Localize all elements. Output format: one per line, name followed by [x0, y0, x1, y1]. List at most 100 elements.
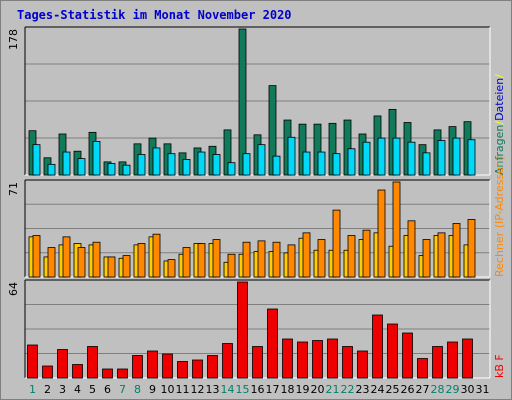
top-bar-dateien-day-18 [287, 136, 296, 176]
bottom-bar-kb-f-day-4 [72, 364, 83, 379]
top-bar-dateien-day-10 [167, 153, 176, 176]
day-label-1: 1 [29, 383, 36, 396]
middle-bar-ip-adressen-day-16 [257, 240, 266, 278]
day-label-23: 23 [356, 383, 370, 396]
middle-max-label: 71 [7, 182, 20, 196]
top-bar-dateien-day-3 [62, 151, 71, 176]
bottom-bar-kb-f-day-11 [177, 361, 188, 379]
day-label-8: 8 [134, 383, 141, 396]
day-label-14: 14 [221, 383, 235, 396]
middle-bar-ip-adressen-day-4 [77, 247, 86, 278]
top-bar-dateien-day-9 [152, 147, 161, 176]
day-label-21: 21 [326, 383, 340, 396]
day-label-9: 9 [149, 383, 156, 396]
chart-title: Tages-Statistik im Monat November 2020 [17, 8, 292, 22]
bottom-bar-kb-f-day-9 [147, 350, 158, 379]
top-bar-dateien-day-14 [227, 162, 236, 176]
top-bar-dateien-day-20 [317, 151, 326, 176]
top-series-label: Anfragen/Dateien/ [493, 74, 506, 175]
top-bar-dateien-day-4 [77, 158, 86, 176]
top-bar-anfragen-day-21 [328, 122, 337, 176]
middle-bar-ip-adressen-day-30 [467, 219, 476, 278]
bottom-series-label: kB F [493, 354, 506, 378]
bottom-bar-kb-f-day-1 [27, 344, 38, 379]
middle-bar-ip-adressen-day-10 [167, 259, 176, 278]
top-bar-dateien-day-22 [347, 148, 356, 176]
middle-bar-ip-adressen-day-24 [377, 189, 386, 278]
middle-bar-ip-adressen-day-23 [362, 229, 371, 278]
day-label-3: 3 [59, 383, 66, 396]
top-bar-anfragen-day-14 [223, 129, 232, 176]
top-bar-anfragen-day-19 [298, 123, 307, 176]
top-bar-dateien-day-28 [437, 140, 446, 176]
middle-bar-ip-adressen-day-6 [107, 256, 116, 278]
bottom-bar-kb-f-day-16 [252, 346, 263, 379]
top-bar-dateien-day-30 [467, 139, 476, 176]
day-label-4: 4 [74, 383, 81, 396]
bottom-bar-kb-f-day-2 [42, 365, 53, 379]
top-series-label-part-2: Dateien [493, 78, 506, 121]
bottom-max-label: 64 [7, 282, 20, 296]
top-series-label-part-1: / [493, 121, 506, 125]
bottom-bar-kb-f-day-8 [132, 355, 143, 379]
top-bar-anfragen-day-20 [313, 123, 322, 176]
day-label-26: 26 [401, 383, 415, 396]
top-bar-dateien-day-25 [392, 137, 401, 176]
top-bar-dateien-day-12 [197, 151, 206, 176]
middle-bar-ip-adressen-day-3 [62, 236, 71, 278]
day-label-20: 20 [311, 383, 325, 396]
bottom-bar-kb-f-day-20 [312, 340, 323, 379]
day-label-22: 22 [341, 383, 355, 396]
middle-bar-ip-adressen-day-22 [347, 235, 356, 278]
top-max-label: 178 [7, 29, 20, 50]
day-label-12: 12 [191, 383, 205, 396]
bottom-bar-kb-f-day-22 [342, 346, 353, 379]
day-label-17: 17 [266, 383, 280, 396]
day-label-25: 25 [386, 383, 400, 396]
middle-bar-ip-adressen-day-29 [452, 223, 461, 278]
middle-bar-ip-adressen-day-12 [197, 243, 206, 278]
day-label-24: 24 [371, 383, 385, 396]
middle-bar-ip-adressen-day-5 [92, 241, 101, 278]
top-bar-dateien-day-1 [32, 144, 41, 176]
day-label-13: 13 [206, 383, 220, 396]
top-bar-dateien-day-21 [332, 153, 341, 176]
bottom-bar-kb-f-day-28 [432, 346, 443, 379]
middle-bar-ip-adressen-day-2 [47, 247, 56, 278]
top-bar-dateien-day-19 [302, 151, 311, 176]
bottom-bar-kb-f-day-6 [102, 368, 113, 379]
day-label-29: 29 [446, 383, 460, 396]
bottom-bar-kb-f-day-29 [447, 341, 458, 379]
bottom-bar-kb-f-day-14 [222, 343, 233, 379]
bottom-bar-kb-f-day-10 [162, 353, 173, 379]
day-label-15: 15 [236, 383, 250, 396]
bottom-bar-kb-f-day-15 [237, 281, 248, 379]
middle-bar-ip-adressen-day-14 [227, 253, 236, 278]
bottom-bar-kb-f-day-23 [357, 350, 368, 379]
top-bar-dateien-day-23 [362, 141, 371, 176]
bottom-bar-kb-f-day-13 [207, 355, 218, 379]
day-label-10: 10 [161, 383, 175, 396]
middle-bar-ip-adressen-day-28 [437, 232, 446, 278]
day-label-6: 6 [104, 383, 111, 396]
top-bar-dateien-day-29 [452, 137, 461, 176]
top-bar-dateien-day-15 [242, 153, 251, 176]
middle-bar-ip-adressen-day-15 [242, 241, 251, 278]
bottom-bar-kb-f-day-25 [387, 323, 398, 379]
middle-bar-ip-adressen-day-13 [212, 239, 221, 278]
day-label-16: 16 [251, 383, 265, 396]
middle-series-label: Rechner (IP-Adressen) [493, 156, 506, 277]
day-label-27: 27 [416, 383, 430, 396]
middle-series-label-part-0: Rechner (IP-Adressen) [493, 156, 506, 277]
top-bar-dateien-day-26 [407, 141, 416, 176]
top-bar-dateien-day-11 [182, 159, 191, 176]
day-label-11: 11 [176, 383, 190, 396]
top-bar-dateien-day-8 [137, 154, 146, 176]
middle-bar-ip-adressen-day-11 [182, 247, 191, 278]
middle-bar-ip-adressen-day-8 [137, 243, 146, 278]
middle-bar-ip-adressen-day-20 [317, 239, 326, 278]
middle-bar-ip-adressen-day-26 [407, 220, 416, 278]
top-bar-dateien-day-2 [47, 163, 56, 176]
bottom-bar-kb-f-day-21 [327, 338, 338, 379]
